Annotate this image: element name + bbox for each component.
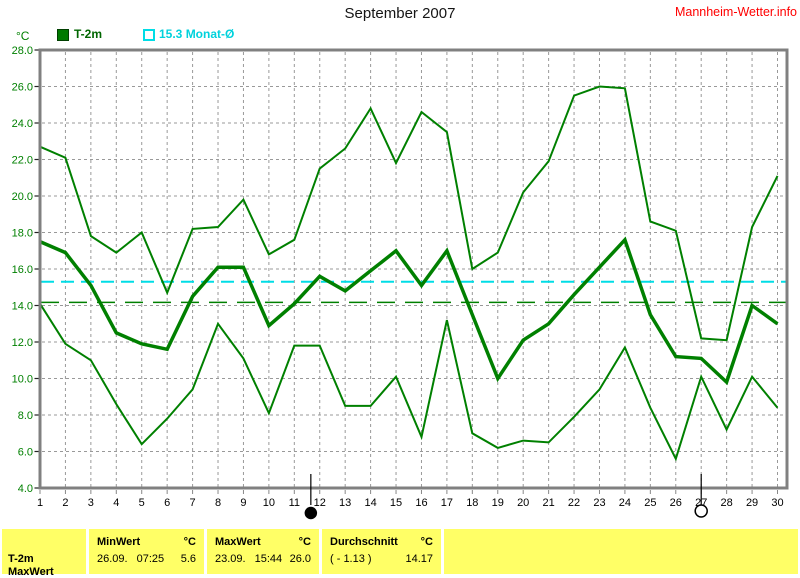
x-tick-label: 24 <box>619 497 631 509</box>
y-tick-label: 6.0 <box>18 447 33 459</box>
x-tick-label: 20 <box>517 497 529 509</box>
y-tick-label: 24.0 <box>12 118 33 130</box>
x-tick-label: 5 <box>139 497 145 509</box>
footer-durchschnitt-cell: Durchschnitt °C ( - 1.13 ) 14.17 <box>322 529 441 574</box>
legend-t2m-swatch-icon <box>57 29 69 41</box>
maxwert-time: 15:44 <box>254 553 283 565</box>
durchschnitt-value: 14.17 <box>405 553 433 565</box>
x-tick-label: 10 <box>263 497 275 509</box>
x-tick-label: 25 <box>644 497 656 509</box>
new-moon-icon <box>304 506 318 520</box>
minwert-unit: °C <box>183 536 196 548</box>
x-tick-label: 17 <box>441 497 453 509</box>
x-tick-label: 8 <box>215 497 221 509</box>
footer-sensor-cell: T-2m MaxWert <box>2 529 86 578</box>
y-tick-label: 8.0 <box>18 410 33 422</box>
y-tick-label: 14.0 <box>12 301 33 313</box>
plot-border <box>38 48 789 490</box>
x-tick-label: 26 <box>670 497 682 509</box>
series-line-T-2m-daily-min <box>39 303 779 462</box>
footer-minwert-cell: MinWert °C 26.09. 07:25 5.6 <box>89 529 204 574</box>
x-tick-label: 15 <box>390 497 402 509</box>
series-line-T-2m-daily-max <box>39 85 779 342</box>
x-tick-label: 2 <box>62 497 68 509</box>
y-tick-label: 10.0 <box>12 374 33 386</box>
maxwert-value: 26.0 <box>289 553 311 565</box>
maxwert-date: 23.09. <box>215 553 246 565</box>
x-tick-label: 21 <box>542 497 554 509</box>
page-title: September 2007 <box>344 5 456 22</box>
maxwert-unit: °C <box>298 536 311 548</box>
x-tick-label: 1 <box>37 497 43 509</box>
y-axis-unit-label: °C <box>16 29 30 43</box>
x-tick-label: 22 <box>568 497 580 509</box>
durchschnitt-offset: ( - 1.13 ) <box>330 553 372 565</box>
legend-monthly-avg-swatch-icon <box>143 29 155 41</box>
sensor-row-label: T-2m <box>8 553 34 565</box>
durchschnitt-unit: °C <box>420 536 433 548</box>
y-tick-label: 18.0 <box>12 228 33 240</box>
legend-monthly-avg-label: 15.3 Monat-Ø <box>159 27 235 41</box>
x-tick-label: 4 <box>113 497 119 509</box>
minwert-date: 26.09. <box>97 553 128 565</box>
x-tick-label: 3 <box>88 497 94 509</box>
minwert-header: MinWert <box>97 536 141 548</box>
durchschnitt-header: Durchschnitt <box>330 536 398 548</box>
x-tick-label: 29 <box>746 497 758 509</box>
x-tick-label: 12 <box>314 497 326 509</box>
series-line-T-2m-daily-mean <box>39 236 779 386</box>
y-tick-label: 20.0 <box>12 191 33 203</box>
minwert-time: 07:25 <box>136 553 165 565</box>
x-tick-label: 18 <box>466 497 478 509</box>
x-tick-label: 23 <box>593 497 605 509</box>
full-moon-icon <box>694 504 708 518</box>
footer-spacer-cell <box>444 529 798 574</box>
y-tick-label: 22.0 <box>12 155 33 167</box>
y-tick-label: 28.0 <box>12 45 33 57</box>
x-tick-label: 7 <box>190 497 196 509</box>
maxwert-header: MaxWert <box>215 536 261 548</box>
footer-maxwert-cell: MaxWert °C 23.09. 15:44 26.0 <box>207 529 319 574</box>
x-tick-label: 11 <box>289 497 300 509</box>
temperature-chart: 28.026.024.022.020.018.016.014.012.010.0… <box>12 45 789 520</box>
clipped-next-row-label: MaxWert <box>8 566 54 578</box>
x-tick-label: 19 <box>492 497 504 509</box>
x-tick-label: 30 <box>771 497 783 509</box>
brand-link[interactable]: Mannheim-Wetter.info <box>674 5 797 19</box>
minwert-value: 5.6 <box>180 553 196 565</box>
x-tick-label: 13 <box>339 497 351 509</box>
y-tick-label: 4.0 <box>18 483 33 495</box>
x-tick-label: 9 <box>240 497 246 509</box>
x-tick-label: 6 <box>164 497 170 509</box>
x-tick-label: 28 <box>721 497 733 509</box>
y-tick-label: 26.0 <box>12 82 33 94</box>
y-tick-label: 12.0 <box>12 337 33 349</box>
legend-t2m-label: T-2m <box>74 27 103 41</box>
y-tick-label: 16.0 <box>12 264 33 276</box>
x-tick-label: 14 <box>364 497 376 509</box>
x-tick-label: 16 <box>415 497 427 509</box>
